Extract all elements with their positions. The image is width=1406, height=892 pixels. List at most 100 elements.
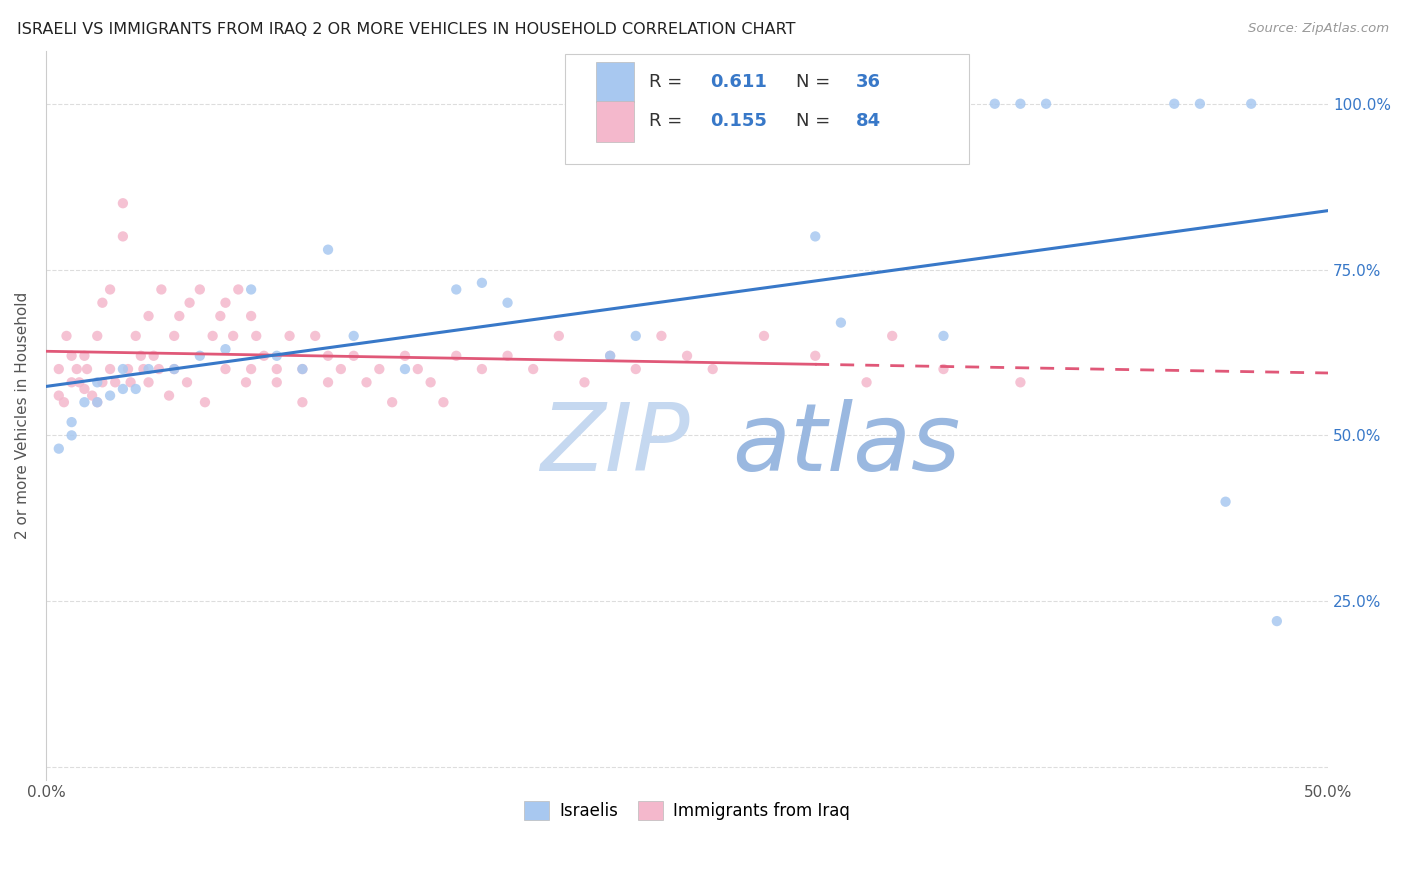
Point	[984, 96, 1007, 111]
Point	[86, 329, 108, 343]
Text: ZIP: ZIP	[540, 400, 689, 491]
Point	[394, 362, 416, 376]
Point	[932, 362, 955, 376]
Point	[1240, 96, 1263, 111]
Point	[163, 329, 186, 343]
Text: atlas: atlas	[733, 400, 960, 491]
Point	[304, 329, 326, 343]
Text: R =: R =	[648, 112, 688, 130]
Point	[1215, 494, 1237, 508]
FancyBboxPatch shape	[596, 102, 634, 142]
Point	[1265, 614, 1288, 628]
Point	[194, 395, 217, 409]
Point	[66, 362, 89, 376]
Point	[240, 283, 263, 297]
Point	[117, 362, 139, 376]
Point	[1010, 376, 1032, 390]
Point	[830, 316, 852, 330]
Text: N =: N =	[796, 73, 837, 91]
Point	[235, 376, 257, 390]
Point	[356, 376, 378, 390]
Point	[291, 362, 314, 376]
Point	[129, 349, 152, 363]
Point	[932, 329, 955, 343]
Point	[73, 349, 96, 363]
Text: 36: 36	[856, 73, 882, 91]
Point	[266, 376, 288, 390]
Point	[60, 415, 83, 429]
Point	[55, 329, 77, 343]
Point	[1035, 96, 1057, 111]
Point	[176, 376, 198, 390]
Point	[804, 229, 827, 244]
Point	[163, 362, 186, 376]
Point	[148, 362, 170, 376]
Point	[52, 395, 75, 409]
FancyBboxPatch shape	[596, 62, 634, 102]
Point	[179, 295, 201, 310]
Point	[120, 376, 142, 390]
Point	[291, 362, 314, 376]
Point	[60, 349, 83, 363]
Point	[291, 395, 314, 409]
Point	[882, 329, 904, 343]
Point	[150, 283, 173, 297]
Point	[245, 329, 267, 343]
Text: 0.155: 0.155	[710, 112, 768, 130]
Text: N =: N =	[796, 112, 837, 130]
Point	[406, 362, 429, 376]
Point	[73, 382, 96, 396]
Point	[266, 362, 288, 376]
Point	[855, 376, 877, 390]
Point	[111, 362, 134, 376]
Text: Source: ZipAtlas.com: Source: ZipAtlas.com	[1249, 22, 1389, 36]
Point	[752, 329, 775, 343]
Point	[169, 309, 191, 323]
Point	[368, 362, 391, 376]
Point	[1010, 96, 1032, 111]
Point	[240, 362, 263, 376]
Point	[419, 376, 441, 390]
Point	[138, 362, 160, 376]
Point	[599, 349, 621, 363]
Point	[188, 349, 211, 363]
Point	[104, 376, 127, 390]
Point	[98, 362, 121, 376]
Point	[125, 329, 148, 343]
Point	[804, 349, 827, 363]
Point	[343, 329, 366, 343]
Point	[60, 376, 83, 390]
Point	[343, 349, 366, 363]
Point	[86, 395, 108, 409]
Point	[111, 229, 134, 244]
Point	[676, 349, 699, 363]
Point	[214, 362, 236, 376]
Point	[209, 309, 232, 323]
Point	[188, 283, 211, 297]
Point	[624, 362, 647, 376]
Text: 84: 84	[856, 112, 882, 130]
Point	[67, 376, 90, 390]
Point	[381, 395, 404, 409]
Point	[650, 329, 672, 343]
Point	[86, 376, 108, 390]
Point	[132, 362, 155, 376]
Text: R =: R =	[648, 73, 688, 91]
Point	[446, 349, 468, 363]
Point	[142, 349, 165, 363]
Point	[111, 196, 134, 211]
Point	[48, 362, 70, 376]
Point	[496, 349, 519, 363]
Text: ISRAELI VS IMMIGRANTS FROM IRAQ 2 OR MORE VEHICLES IN HOUSEHOLD CORRELATION CHAR: ISRAELI VS IMMIGRANTS FROM IRAQ 2 OR MOR…	[17, 22, 796, 37]
Point	[624, 329, 647, 343]
Point	[222, 329, 245, 343]
Point	[73, 395, 96, 409]
Point	[599, 349, 621, 363]
Point	[1188, 96, 1211, 111]
Point	[214, 342, 236, 356]
Point	[471, 362, 494, 376]
Point	[86, 395, 108, 409]
Point	[201, 329, 224, 343]
Point	[253, 349, 276, 363]
Point	[496, 295, 519, 310]
